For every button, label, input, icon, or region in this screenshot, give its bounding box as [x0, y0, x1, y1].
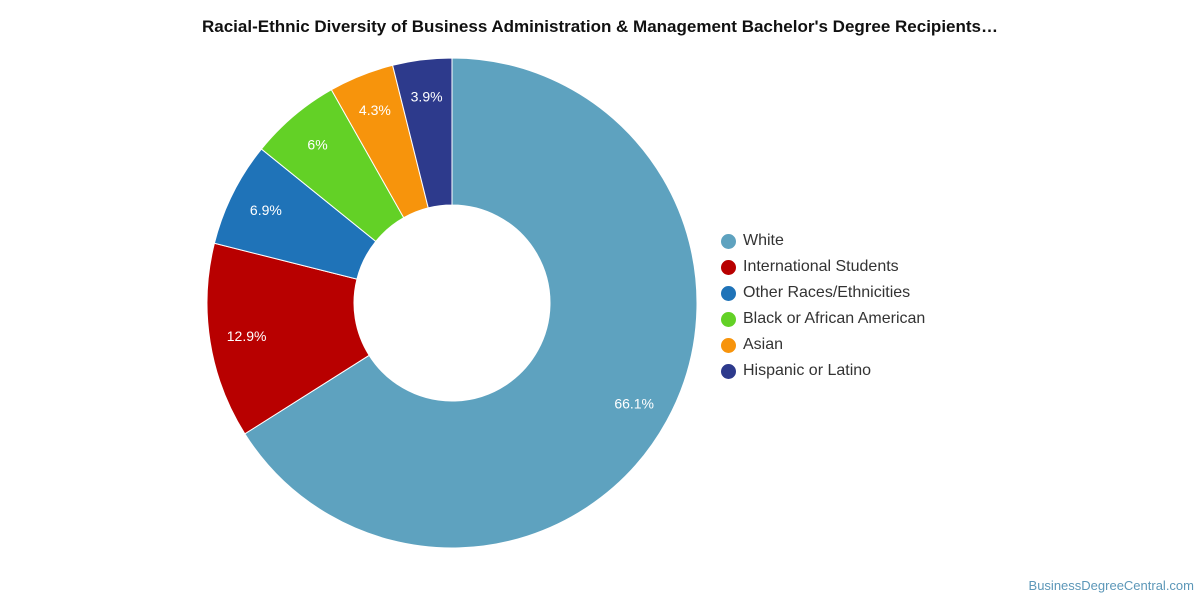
slice-white — [244, 57, 698, 549]
slice-hispanic-or-latino — [392, 57, 453, 209]
slice-label-other-races-ethnicities: 6.9% — [250, 202, 282, 218]
legend-swatch-icon — [721, 311, 736, 327]
source-watermark: BusinessDegreeCentral.com — [1028, 578, 1194, 593]
legend-swatch-icon — [721, 285, 736, 301]
legend-item-other-races-ethnicities[interactable]: Other Races/Ethnicities — [721, 280, 925, 306]
slice-international-students — [206, 242, 370, 435]
legend-label: Other Races/Ethnicities — [743, 284, 911, 301]
legend-swatch-icon — [721, 363, 736, 379]
legend-item-hispanic-or-latino[interactable]: Hispanic or Latino — [721, 358, 925, 384]
legend-swatch-icon — [721, 233, 736, 249]
legend-item-international-students[interactable]: International Students — [721, 254, 925, 280]
legend-item-asian[interactable]: Asian — [721, 332, 925, 358]
chart-title: Racial-Ethnic Diversity of Business Admi… — [201, 17, 998, 36]
legend-label: International Students — [743, 258, 899, 275]
legend-label: Asian — [743, 336, 784, 353]
slice-labels: 66.1% 12.9% 6.9% 6% 4.3% 3.9% — [227, 89, 654, 412]
legend-label: White — [743, 232, 784, 249]
legend-label: Black or African American — [743, 310, 926, 327]
slice-label-international-students: 12.9% — [227, 328, 267, 344]
legend-label: Hispanic or Latino — [743, 362, 872, 379]
slice-label-hispanic-or-latino: 3.9% — [411, 89, 443, 105]
legend-swatch-icon — [721, 259, 736, 275]
slice-label-asian: 4.3% — [359, 102, 391, 118]
donut-slices — [206, 57, 698, 549]
legend-swatch-icon — [721, 337, 736, 353]
legend-item-white[interactable]: White — [721, 228, 925, 254]
chart-legend: White International Students Other Races/E… — [721, 228, 925, 384]
legend-item-black-or-african-american[interactable]: Black or African American — [721, 306, 925, 332]
slice-label-white: 66.1% — [614, 395, 654, 411]
slice-label-black-or-african-american: 6% — [307, 136, 327, 152]
